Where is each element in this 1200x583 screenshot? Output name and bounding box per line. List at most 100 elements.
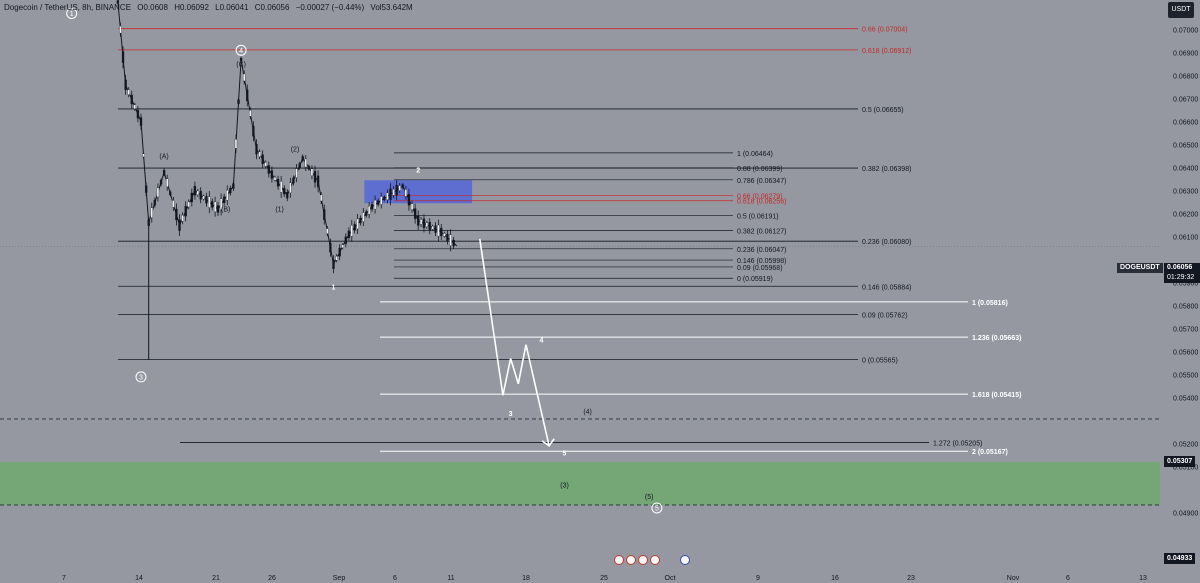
wave-label: (B): [221, 207, 230, 214]
candle-body: [283, 187, 286, 195]
candle-body: [144, 185, 148, 193]
close-value: C0.06056: [254, 3, 290, 12]
chart-header: Dogecoin / TetherUS, 8h, BINANCE O0.0608…: [4, 3, 417, 12]
time-tick-label: 6: [1066, 575, 1070, 582]
price-tick-label: 0.05900: [1173, 281, 1198, 288]
wave-label: 1: [332, 285, 336, 292]
candle-body: [202, 195, 205, 200]
projection-arrowhead: [541, 438, 555, 448]
candle-body: [380, 196, 383, 205]
candle-body: [205, 196, 208, 204]
wave-circle: [66, 8, 78, 19]
candle-body: [190, 192, 193, 203]
wave-label: (4): [583, 409, 592, 416]
candle-body: [350, 225, 353, 237]
price-tick-label: 0.06500: [1173, 143, 1198, 150]
wave-circle: [651, 502, 663, 514]
candle-body: [304, 158, 307, 168]
time-tick-label: 18: [522, 575, 530, 582]
candle-body: [289, 182, 292, 193]
candle-body: [398, 185, 401, 191]
candle-body: [407, 194, 411, 206]
price-tick-label: 0.05100: [1173, 465, 1198, 472]
wave-label: 5: [563, 450, 567, 457]
fib-mid-label: 0.66 (0.06279): [737, 193, 783, 200]
event-icon[interactable]: [680, 555, 690, 565]
projection-path: [479, 238, 550, 447]
fib-extension-label: 1.618 (0.05415): [972, 392, 1021, 399]
candle-body: [428, 222, 431, 231]
price-tick-label: 0.06900: [1173, 51, 1198, 58]
fib-level-label: 0.09 (0.05762): [862, 312, 908, 319]
wave-label: (2): [291, 147, 300, 154]
candle-body: [353, 224, 356, 231]
price-axis[interactable]: [1160, 0, 1200, 583]
wave-label: 3: [139, 374, 143, 381]
candle-body: [229, 187, 232, 194]
fib-level-label: 0.236 (0.06080): [862, 239, 911, 246]
time-tick-label: 21: [212, 575, 220, 582]
candle-body: [377, 200, 380, 205]
event-icon[interactable]: [614, 555, 624, 565]
time-tick-label: Sep: [333, 575, 346, 582]
candle-body: [443, 233, 446, 237]
wave-label: (3): [560, 483, 569, 490]
fib-level-label: 0.618 (0.06912): [862, 48, 911, 55]
candle-body: [320, 194, 323, 202]
event-icon[interactable]: [626, 555, 636, 565]
candle-body: [383, 196, 386, 201]
fib-level-label: 0.66 (0.07004): [862, 27, 908, 34]
candle-body: [261, 154, 264, 164]
candle-body: [252, 126, 255, 137]
symbol-price-tag: DOGEUSDT: [1117, 263, 1163, 273]
candle-body: [434, 225, 437, 233]
candle-body: [335, 256, 338, 261]
candle-body: [356, 218, 359, 230]
fib-level-label: 0.146 (0.05884): [862, 284, 911, 291]
wave-label: (A): [159, 154, 168, 161]
volume-value: Vol53.642M: [370, 3, 413, 12]
candle-body: [130, 94, 133, 105]
open-value: O0.0608: [137, 3, 168, 12]
candle-body: [208, 196, 211, 208]
candle-body: [223, 196, 226, 203]
price-tick-label: 0.05200: [1173, 442, 1198, 449]
candle-body: [292, 177, 295, 184]
candle-body: [370, 204, 374, 210]
fib-mid-label: 0.5 (0.06191): [737, 214, 779, 221]
candle-body: [298, 163, 301, 168]
fib-mid-label: 0.09 (0.05968): [737, 265, 783, 272]
candle-body: [267, 165, 270, 174]
candle-body: [175, 208, 178, 221]
candle-body: [258, 151, 261, 157]
time-tick-label: Oct: [665, 575, 676, 582]
candle-body: [139, 117, 143, 126]
fib-extension-label: 1.272 (0.05205): [933, 440, 982, 447]
candle-body: [270, 170, 274, 179]
candle-body: [127, 89, 130, 95]
candle-body: [422, 218, 426, 229]
time-tick-label: 7: [62, 575, 66, 582]
candle-body: [323, 209, 326, 220]
event-icon[interactable]: [650, 555, 660, 565]
event-icon[interactable]: [638, 555, 648, 565]
time-tick-label: 9: [756, 575, 760, 582]
quote-currency-button[interactable]: USDT: [1168, 2, 1194, 18]
fib-extension-label: 1 (0.05816): [972, 300, 1008, 307]
time-tick-label: 26: [268, 575, 276, 582]
fib-extension-label: 1.236 (0.05663): [972, 335, 1021, 342]
candle-body: [326, 228, 329, 234]
candle-body: [344, 236, 347, 244]
fib-mid-label: 0.236 (0.06047): [737, 247, 786, 254]
time-tick-label: 13: [1139, 575, 1147, 582]
candle-body: [239, 57, 243, 62]
candle-body: [243, 73, 246, 82]
time-tick-label: 25: [600, 575, 608, 582]
candle-body: [401, 184, 404, 188]
symbol-title[interactable]: Dogecoin / TetherUS, 8h, BINANCE: [4, 3, 132, 12]
fib-mid-label: 0.88 (0.06399): [737, 166, 783, 173]
time-tick-label: 11: [447, 575, 454, 582]
candle-body: [142, 153, 145, 157]
